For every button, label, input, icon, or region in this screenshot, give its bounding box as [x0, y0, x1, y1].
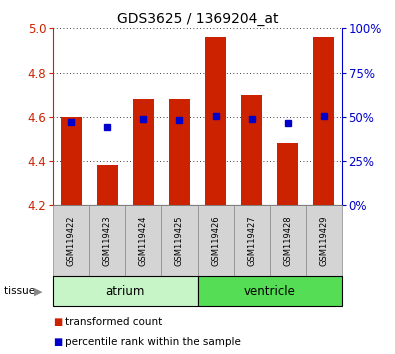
Text: GSM119427: GSM119427 — [247, 215, 256, 266]
Text: ventricle: ventricle — [244, 285, 295, 298]
Text: GSM119424: GSM119424 — [139, 216, 148, 266]
Text: ▶: ▶ — [34, 286, 42, 296]
Title: GDS3625 / 1369204_at: GDS3625 / 1369204_at — [117, 12, 278, 26]
Bar — [97, 166, 118, 205]
Bar — [133, 99, 154, 205]
Bar — [313, 37, 335, 205]
Text: GSM119423: GSM119423 — [103, 215, 112, 266]
Bar — [277, 143, 299, 205]
Text: atrium: atrium — [106, 285, 145, 298]
Bar — [241, 95, 262, 205]
Text: GSM119429: GSM119429 — [319, 216, 328, 266]
Bar — [169, 99, 190, 205]
Bar — [205, 37, 226, 205]
Text: GSM119422: GSM119422 — [67, 216, 76, 266]
Text: GSM119428: GSM119428 — [283, 215, 292, 266]
Text: GSM119425: GSM119425 — [175, 216, 184, 266]
Text: ■: ■ — [53, 337, 62, 347]
Text: GSM119426: GSM119426 — [211, 215, 220, 266]
Text: ■: ■ — [53, 317, 62, 327]
Text: percentile rank within the sample: percentile rank within the sample — [65, 337, 241, 347]
Text: tissue: tissue — [4, 286, 38, 296]
Bar — [60, 117, 82, 205]
Text: transformed count: transformed count — [65, 317, 162, 327]
